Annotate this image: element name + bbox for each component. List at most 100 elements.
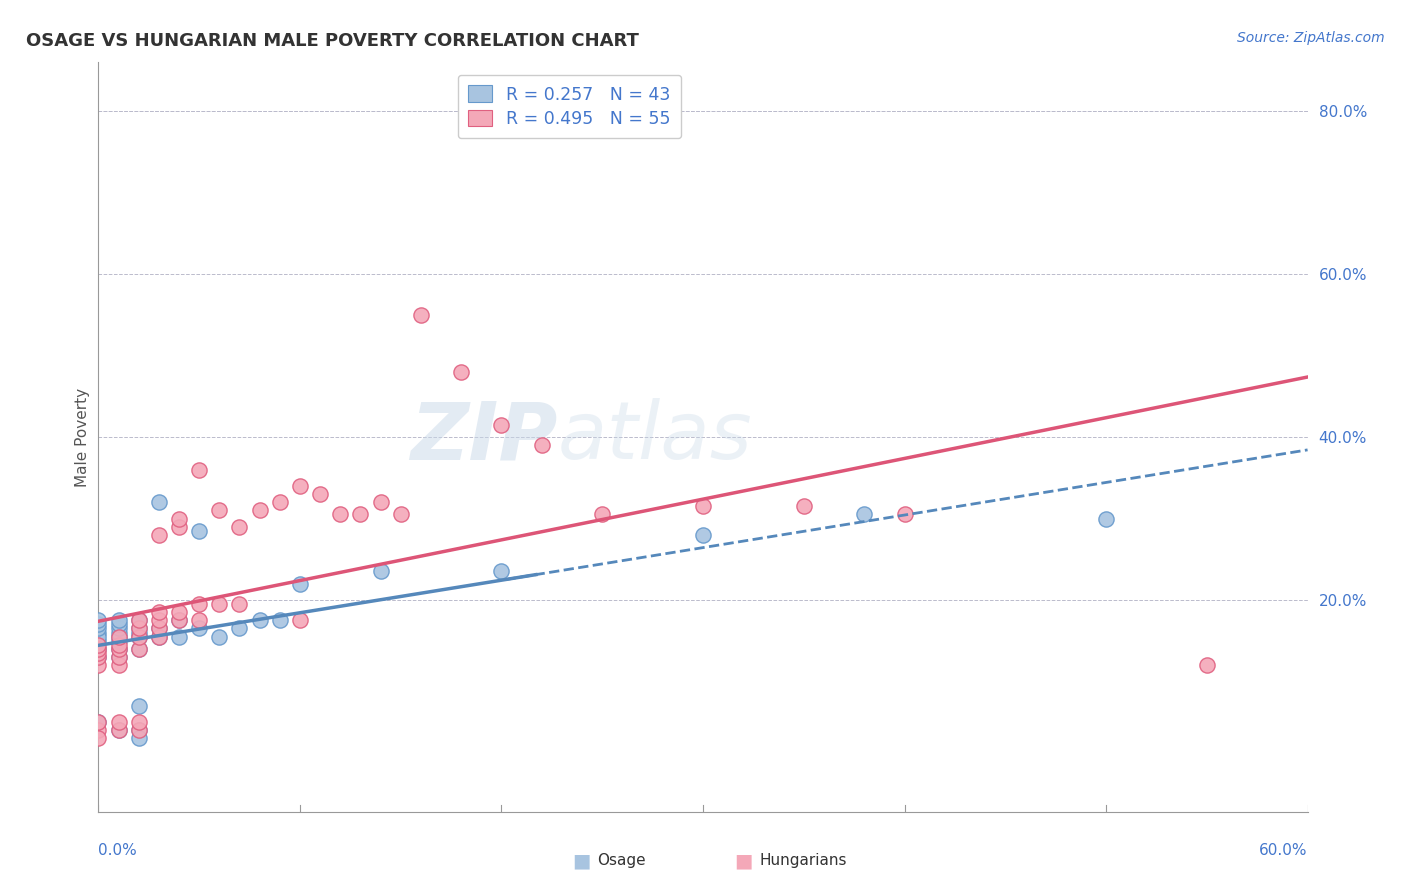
Text: atlas: atlas xyxy=(558,398,752,476)
Point xyxy=(128,715,150,730)
Point xyxy=(148,613,170,627)
Point xyxy=(87,646,110,660)
Point xyxy=(148,630,170,644)
Point xyxy=(1095,511,1118,525)
Point xyxy=(107,641,129,656)
Point xyxy=(107,633,129,648)
Point xyxy=(188,597,211,611)
Point xyxy=(87,622,110,636)
Point xyxy=(87,650,110,665)
Point xyxy=(87,633,110,648)
Point xyxy=(87,715,110,730)
Point xyxy=(208,630,231,644)
Point xyxy=(148,528,170,542)
Point xyxy=(409,308,432,322)
Point xyxy=(107,723,129,738)
Point xyxy=(87,613,110,627)
Point xyxy=(128,613,150,627)
Point xyxy=(188,463,211,477)
Point xyxy=(128,698,150,713)
Point xyxy=(128,723,150,738)
Text: ■: ■ xyxy=(572,851,591,871)
Text: 60.0%: 60.0% xyxy=(1260,843,1308,858)
Point xyxy=(491,565,513,579)
Point xyxy=(107,658,129,673)
Point xyxy=(107,630,129,644)
Point xyxy=(87,625,110,640)
Point xyxy=(167,613,190,627)
Point xyxy=(188,622,211,636)
Point xyxy=(148,495,170,509)
Point xyxy=(87,617,110,632)
Point xyxy=(793,500,815,514)
Point xyxy=(692,528,714,542)
Text: ZIP: ZIP xyxy=(411,398,558,476)
Point xyxy=(107,613,129,627)
Point xyxy=(87,723,110,738)
Text: Hungarians: Hungarians xyxy=(759,854,846,868)
Point xyxy=(128,622,150,636)
Point xyxy=(128,630,150,644)
Point xyxy=(228,597,250,611)
Point xyxy=(208,503,231,517)
Point xyxy=(349,508,371,522)
Point xyxy=(228,519,250,533)
Point xyxy=(87,630,110,644)
Point xyxy=(269,495,291,509)
Point xyxy=(491,417,513,432)
Point xyxy=(208,597,231,611)
Point xyxy=(249,503,271,517)
Text: Source: ZipAtlas.com: Source: ZipAtlas.com xyxy=(1237,31,1385,45)
Point xyxy=(329,508,352,522)
Text: OSAGE VS HUNGARIAN MALE POVERTY CORRELATION CHART: OSAGE VS HUNGARIAN MALE POVERTY CORRELAT… xyxy=(25,32,638,50)
Point xyxy=(107,622,129,636)
Point xyxy=(128,630,150,644)
Point xyxy=(389,508,412,522)
Point xyxy=(128,613,150,627)
Point xyxy=(128,625,150,640)
Point xyxy=(148,622,170,636)
Point xyxy=(249,613,271,627)
Point xyxy=(269,613,291,627)
Point xyxy=(128,641,150,656)
Point xyxy=(87,715,110,730)
Point xyxy=(167,630,190,644)
Point xyxy=(128,622,150,636)
Point xyxy=(87,641,110,656)
Point xyxy=(87,638,110,652)
Point xyxy=(107,617,129,632)
Point xyxy=(1195,658,1218,673)
Point xyxy=(87,658,110,673)
Point xyxy=(167,519,190,533)
Point xyxy=(107,650,129,665)
Point xyxy=(530,438,553,452)
Point xyxy=(370,565,392,579)
Point xyxy=(167,511,190,525)
Point xyxy=(188,524,211,538)
Point xyxy=(107,630,129,644)
Point xyxy=(692,500,714,514)
Point xyxy=(87,650,110,665)
Point xyxy=(370,495,392,509)
Point xyxy=(167,613,190,627)
Point xyxy=(148,622,170,636)
Point xyxy=(288,479,311,493)
Point xyxy=(107,625,129,640)
Point xyxy=(87,731,110,746)
Text: ■: ■ xyxy=(734,851,752,871)
Point xyxy=(107,723,129,738)
Point xyxy=(107,638,129,652)
Point xyxy=(167,605,190,619)
Legend: R = 0.257   N = 43, R = 0.495   N = 55: R = 0.257 N = 43, R = 0.495 N = 55 xyxy=(458,75,682,138)
Point xyxy=(228,622,250,636)
Point xyxy=(128,723,150,738)
Point xyxy=(107,650,129,665)
Text: 0.0%: 0.0% xyxy=(98,843,138,858)
Point xyxy=(591,508,613,522)
Point xyxy=(148,630,170,644)
Point xyxy=(128,641,150,656)
Point xyxy=(87,641,110,656)
Point xyxy=(128,731,150,746)
Point xyxy=(893,508,915,522)
Y-axis label: Male Poverty: Male Poverty xyxy=(75,387,90,487)
